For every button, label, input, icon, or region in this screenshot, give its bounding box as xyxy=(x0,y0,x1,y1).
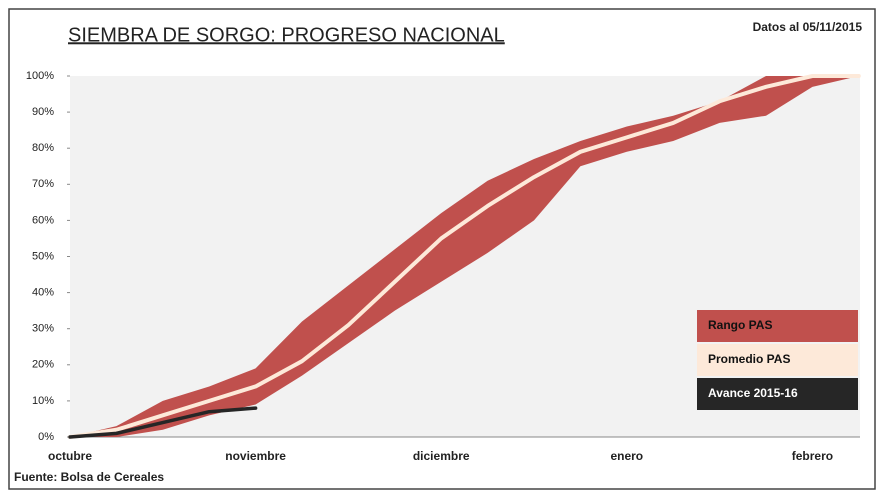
series-line xyxy=(68,74,861,439)
legend-label: Promedio PAS xyxy=(708,352,790,366)
y-tick-label: 20% xyxy=(32,359,54,371)
chart-title: SIEMBRA DE SORGO: PROGRESO NACIONAL xyxy=(68,24,505,46)
x-tick-label: enero xyxy=(610,449,643,463)
source: Fuente: Bolsa de Cereales xyxy=(14,470,164,484)
legend-label: Rango PAS xyxy=(708,318,772,332)
y-tick-label: 70% xyxy=(32,178,54,190)
y-tick-label: 90% xyxy=(32,106,54,118)
range-band xyxy=(70,76,859,437)
legend-swatch xyxy=(697,378,858,410)
legend-label: Avance 2015-16 xyxy=(708,386,798,400)
legend-swatch xyxy=(697,310,858,342)
x-tick-label: noviembre xyxy=(225,449,286,463)
y-tick-label: 40% xyxy=(32,287,54,299)
series-line xyxy=(68,406,258,439)
y-tick-label: 0% xyxy=(38,431,54,443)
y-tick-label: 30% xyxy=(32,323,54,335)
y-tick-label: 60% xyxy=(32,214,54,226)
x-tick-label: febrero xyxy=(792,449,833,463)
y-tick-label: 50% xyxy=(32,250,54,262)
y-tick-label: 10% xyxy=(32,395,54,407)
subtitle: Datos al 05/11/2015 xyxy=(753,20,863,34)
x-tick-label: diciembre xyxy=(413,449,470,463)
y-tick-label: 100% xyxy=(26,70,54,82)
x-tick-label: octubre xyxy=(48,449,92,463)
legend-swatch xyxy=(697,344,858,376)
y-tick-label: 80% xyxy=(32,142,54,154)
